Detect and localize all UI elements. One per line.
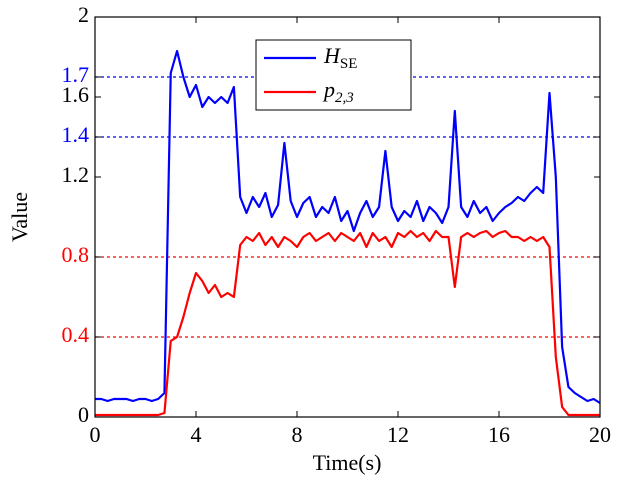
legend-label: p2,3 [322,77,354,106]
x-axis-label: Time(s) [313,450,382,475]
x-tick-label: 4 [191,422,202,447]
y-tick-label: 1.6 [62,82,90,107]
y-tick-label: 1.7 [62,62,90,87]
y-tick-label: 0.4 [62,322,90,347]
x-tick-label: 16 [488,422,510,447]
legend-label-sub: SE [340,56,358,72]
data-line [95,49,601,404]
legend-label-sub: 2,3 [335,90,354,106]
y-tick-label: 1.2 [62,162,90,187]
legend-label: HSE [323,43,357,72]
legend-label-base: H [323,43,341,68]
y-axis-label: Value [7,192,32,242]
y-tick-label: 1.4 [62,122,90,147]
legend-box [255,39,412,111]
data-line [95,229,600,417]
x-tick-label: 12 [387,422,409,447]
legend-label-base: p [322,77,335,102]
y-tick-label: 0 [78,402,89,427]
y-tick-label: 0.8 [62,242,90,267]
plot-frame [94,16,601,418]
x-tick-label: 0 [90,422,101,447]
x-tick-label: 8 [292,422,303,447]
y-tick-label: 2 [78,2,89,27]
x-tick-label: 20 [589,422,611,447]
